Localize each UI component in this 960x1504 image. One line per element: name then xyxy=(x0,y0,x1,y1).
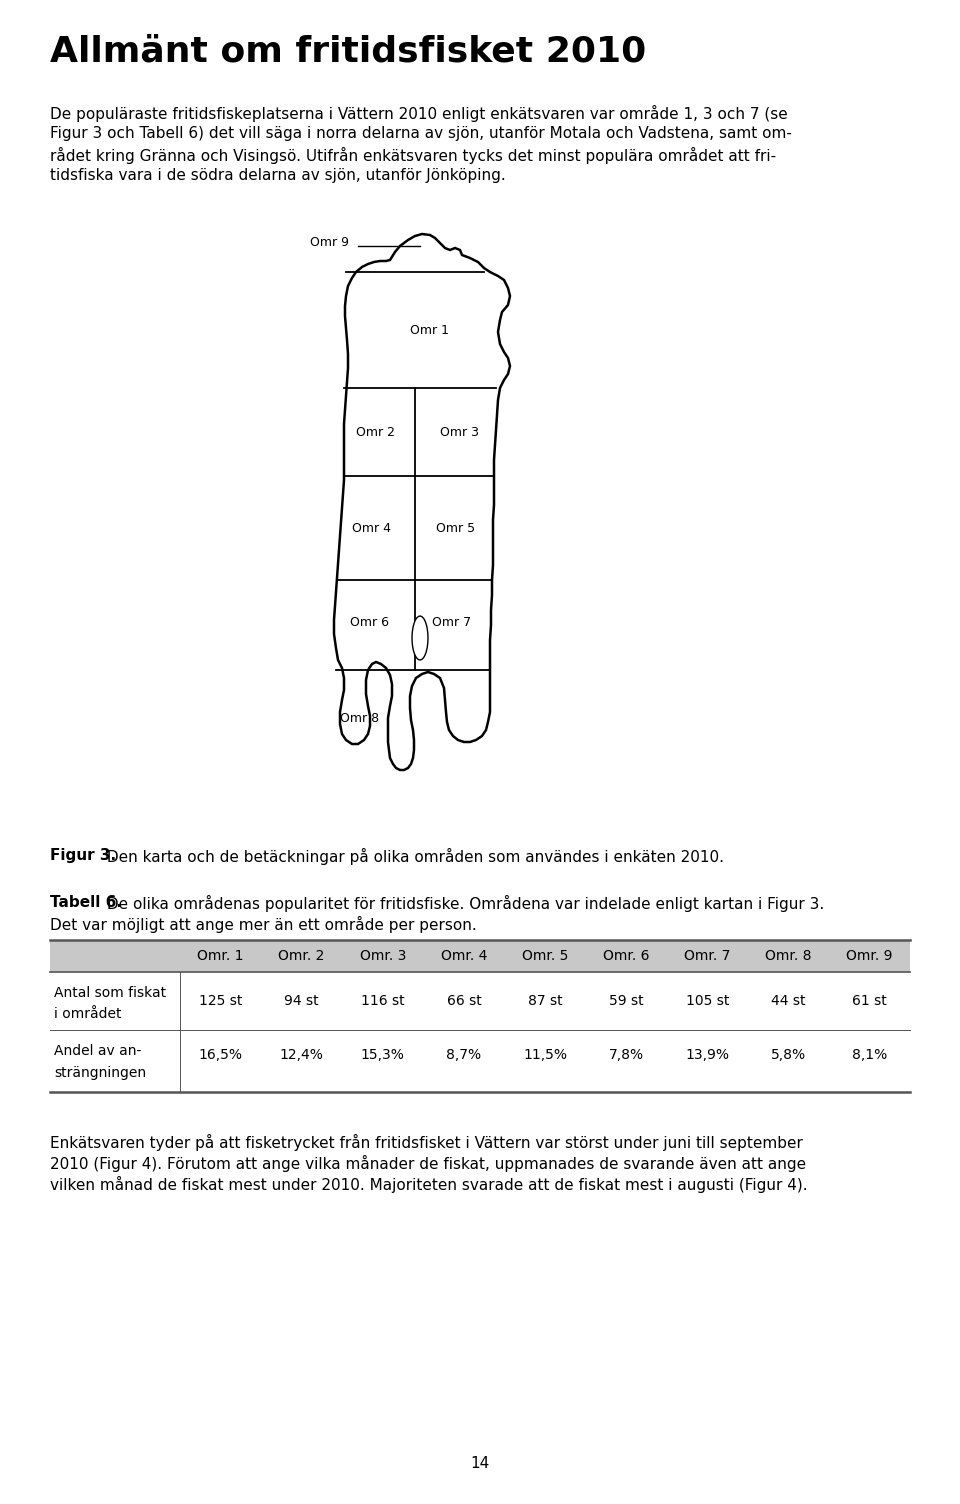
Text: Omr 8: Omr 8 xyxy=(341,711,379,725)
Text: Omr 3: Omr 3 xyxy=(441,426,479,439)
Text: Omr. 2: Omr. 2 xyxy=(278,949,324,963)
Text: rådet kring Gränna och Visingsö. Utifrån enkätsvaren tycks det minst populära om: rådet kring Gränna och Visingsö. Utifrån… xyxy=(50,147,776,164)
Text: strängningen: strängningen xyxy=(54,1066,146,1080)
Text: Omr. 7: Omr. 7 xyxy=(684,949,731,963)
Text: Omr. 1: Omr. 1 xyxy=(198,949,244,963)
Text: 61 st: 61 st xyxy=(852,994,887,1008)
Text: 87 st: 87 st xyxy=(528,994,563,1008)
Text: 66 st: 66 st xyxy=(446,994,481,1008)
Text: Omr 7: Omr 7 xyxy=(432,615,471,629)
Text: Allmänt om fritidsfisket 2010: Allmänt om fritidsfisket 2010 xyxy=(50,35,646,69)
Text: Omr. 6: Omr. 6 xyxy=(603,949,649,963)
Text: Omr 1: Omr 1 xyxy=(411,323,449,337)
Text: Omr. 9: Omr. 9 xyxy=(846,949,893,963)
Text: 8,1%: 8,1% xyxy=(852,1048,887,1062)
Text: Enkätsvaren tyder på att fisketrycket från fritidsfisket i Vättern var störst un: Enkätsvaren tyder på att fisketrycket fr… xyxy=(50,1134,803,1151)
Text: Omr 9: Omr 9 xyxy=(310,236,349,248)
Text: 8,7%: 8,7% xyxy=(446,1048,482,1062)
Text: Omr. 4: Omr. 4 xyxy=(441,949,487,963)
Text: 12,4%: 12,4% xyxy=(279,1048,324,1062)
Polygon shape xyxy=(334,235,510,770)
Text: Omr. 3: Omr. 3 xyxy=(360,949,406,963)
Text: De olika områdenas popularitet för fritidsfiske. Områdena var indelade enligt ka: De olika områdenas popularitet för friti… xyxy=(102,895,825,911)
Text: 14: 14 xyxy=(470,1456,490,1471)
Text: De populäraste fritidsfiskeplatserna i Vättern 2010 enligt enkätsvaren var områd: De populäraste fritidsfiskeplatserna i V… xyxy=(50,105,788,122)
Text: Omr 5: Omr 5 xyxy=(437,522,475,534)
Bar xyxy=(50,940,910,972)
Text: Figur 3.: Figur 3. xyxy=(50,848,116,863)
Text: Antal som fiskat: Antal som fiskat xyxy=(54,987,166,1000)
Text: Andel av an-: Andel av an- xyxy=(54,1044,141,1057)
Text: 44 st: 44 st xyxy=(771,994,805,1008)
Text: vilken månad de fiskat mest under 2010. Majoriteten svarade att de fiskat mest i: vilken månad de fiskat mest under 2010. … xyxy=(50,1176,807,1193)
Text: i området: i området xyxy=(54,1008,122,1021)
Polygon shape xyxy=(412,617,428,660)
Text: Omr. 8: Omr. 8 xyxy=(765,949,811,963)
Text: Omr 4: Omr 4 xyxy=(352,522,392,534)
Text: 94 st: 94 st xyxy=(284,994,319,1008)
Text: Den karta och de betäckningar på olika områden som användes i enkäten 2010.: Den karta och de betäckningar på olika o… xyxy=(102,848,724,865)
Text: 125 st: 125 st xyxy=(199,994,242,1008)
Text: 2010 (Figur 4). Förutom att ange vilka månader de fiskat, uppmanades de svarande: 2010 (Figur 4). Förutom att ange vilka m… xyxy=(50,1155,806,1172)
Text: 13,9%: 13,9% xyxy=(685,1048,730,1062)
Text: 116 st: 116 st xyxy=(361,994,404,1008)
Text: 7,8%: 7,8% xyxy=(609,1048,643,1062)
Text: Det var möjligt att ange mer än ett område per person.: Det var möjligt att ange mer än ett områ… xyxy=(50,916,477,932)
Text: Tabell 6.: Tabell 6. xyxy=(50,895,122,910)
Text: Omr. 5: Omr. 5 xyxy=(522,949,568,963)
Text: 11,5%: 11,5% xyxy=(523,1048,567,1062)
Text: 15,3%: 15,3% xyxy=(361,1048,405,1062)
Text: 16,5%: 16,5% xyxy=(199,1048,243,1062)
Text: 105 st: 105 st xyxy=(685,994,729,1008)
Text: 5,8%: 5,8% xyxy=(771,1048,805,1062)
Text: Omr 6: Omr 6 xyxy=(350,615,390,629)
Text: Omr 2: Omr 2 xyxy=(356,426,396,439)
Text: Figur 3 och Tabell 6) det vill säga i norra delarna av sjön, utanför Motala och : Figur 3 och Tabell 6) det vill säga i no… xyxy=(50,126,792,141)
Text: 59 st: 59 st xyxy=(609,994,643,1008)
Text: tidsfiska vara i de södra delarna av sjön, utanför Jönköping.: tidsfiska vara i de södra delarna av sjö… xyxy=(50,168,506,183)
